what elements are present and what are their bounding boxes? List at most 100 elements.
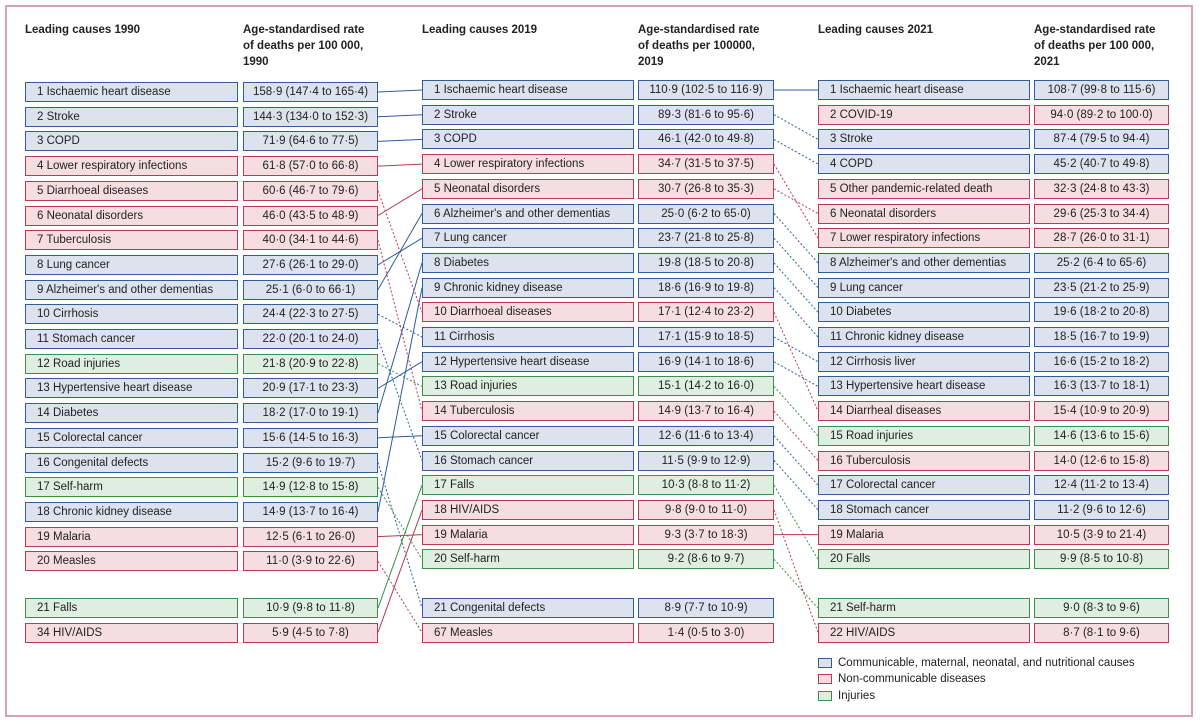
legend-swatch-ncd — [818, 674, 832, 684]
connector-neo-0-1 — [377, 188, 423, 216]
rate-box-2021-colo: 12·4 (11·2 to 13·4) — [1034, 475, 1169, 496]
cause-box-2019-lung: 7 Lung cancer — [422, 228, 634, 249]
rate-box-1990-neo: 46·0 (43·5 to 48·9) — [243, 205, 378, 226]
cause-box-1990-road: 12 Road injuries — [25, 353, 238, 374]
legend-label-cmnn: Communicable, maternal, neonatal, and nu… — [838, 657, 1135, 669]
connector-tb-1-2 — [773, 410, 819, 461]
rate-box-2021-road: 14·6 (13·6 to 15·6) — [1034, 425, 1169, 446]
cause-box-2019-copd: 3 COPD — [422, 129, 634, 150]
cause-box-1990-self: 17 Self-harm — [25, 477, 238, 498]
rate-box-1990-ihd: 158·9 (147·4 to 165·4) — [243, 82, 378, 102]
cause-box-2019-road: 13 Road injuries — [422, 376, 634, 397]
cause-box-2019-diarr: 10 Diarrhoeal diseases — [422, 302, 634, 323]
cause-box-2019-falls: 17 Falls — [422, 475, 634, 496]
rate-box-2019-cong: 8·9 (7·7 to 10·9) — [638, 598, 774, 618]
cause-box-2021-opr: 5 Other pandemic-related death — [818, 178, 1030, 199]
rate-box-1990-falls: 10·9 (9·8 to 11·8) — [243, 598, 378, 618]
connector-colo-1-2 — [773, 435, 819, 486]
connector-ihd-0-1 — [377, 89, 423, 93]
rate-box-2019-ihd: 110·9 (102·5 to 116·9) — [638, 80, 774, 100]
rate-box-2019-cirr: 17·1 (15·9 to 18·5) — [638, 327, 774, 347]
connector-self-1-2 — [773, 558, 819, 609]
rate-box-2019-hhd: 16·9 (14·1 to 18·6) — [638, 351, 774, 372]
connector-falls-1-2 — [773, 484, 819, 560]
connector-alz-1-2 — [773, 213, 819, 264]
cause-box-1990-hiv: 34 HIV/AIDS — [25, 622, 238, 643]
connector-neo-1-2 — [773, 188, 819, 214]
connector-road-1-2 — [773, 386, 819, 437]
cause-box-1990-diarr: 5 Diarrhoeal diseases — [25, 180, 238, 201]
rate-box-2021-stom: 11·2 (9·6 to 12·6) — [1034, 499, 1169, 520]
rate-box-2021-diab: 19·6 (18·2 to 20·8) — [1034, 302, 1169, 323]
rate-box-2019-neo: 30·7 (26·8 to 35·3) — [638, 178, 774, 199]
cause-box-2021-falls: 20 Falls — [818, 549, 1030, 570]
header-rate-1990-line1: Age-standardised rate — [243, 24, 365, 36]
cause-box-2019-mal: 19 Malaria — [422, 524, 634, 545]
cause-box-2021-stroke: 3 Stroke — [818, 129, 1030, 150]
cause-box-1990-lri: 4 Lower respiratory infections — [25, 156, 238, 177]
cause-box-2021-neo: 6 Neonatal disorders — [818, 203, 1030, 224]
rate-box-2019-diab: 19·8 (18·5 to 20·8) — [638, 252, 774, 273]
cause-box-2021-cirr: 12 Cirrhosis liver — [818, 351, 1030, 372]
legend-swatch-cmnn — [818, 658, 832, 668]
rate-box-2021-ihd: 108·7 (99·8 to 115·6) — [1034, 80, 1169, 100]
header-rate-2021-line2: of deaths per 100 000, — [1034, 40, 1155, 52]
rate-box-2019-diarr: 17·1 (12·4 to 23·2) — [638, 302, 774, 323]
cause-box-2021-hhd: 13 Hypertensive heart disease — [818, 376, 1030, 397]
figure-frame — [5, 5, 1193, 717]
rate-box-2019-colo: 12·6 (11·6 to 13·4) — [638, 425, 774, 446]
cause-box-1990-falls: 21 Falls — [25, 598, 238, 618]
connector-cirr-0-1 — [377, 313, 423, 338]
header-rate-1990-line2: of deaths per 100 000, — [243, 40, 364, 52]
cause-box-2021-ihd: 1 Ischaemic heart disease — [818, 80, 1030, 100]
connector-copd-0-1 — [377, 138, 423, 142]
header-causes-2019: Leading causes 2019 — [422, 24, 538, 36]
rate-box-1990-colo: 15·6 (14·5 to 16·3) — [243, 427, 378, 448]
rate-box-2019-ckd: 18·6 (16·9 to 19·8) — [638, 277, 774, 298]
rate-box-2021-diarr: 15·4 (10·9 to 20·9) — [1034, 401, 1169, 422]
connector-meas-0-1 — [377, 561, 423, 633]
connector-hhd-1-2 — [773, 361, 819, 387]
connector-hiv-0-1 — [377, 509, 423, 633]
rate-box-2019-mal: 9·3 (3·7 to 18·3) — [638, 524, 774, 545]
header-rate-1990-line3: 1990 — [243, 56, 269, 68]
rate-box-2021-copd: 45·2 (40·7 to 49·8) — [1034, 154, 1169, 175]
rate-box-2019-lri: 34·7 (31·5 to 37·5) — [638, 154, 774, 175]
cause-box-1990-stroke: 2 Stroke — [25, 106, 238, 127]
connector-mal-0-1 — [377, 534, 423, 538]
connector-stroke-0-1 — [377, 114, 423, 118]
cause-box-2021-diarr: 14 Diarrheal diseases — [818, 401, 1030, 422]
cause-box-1990-stom: 11 Stomach cancer — [25, 329, 238, 349]
rate-box-1990-hiv: 5·9 (4·5 to 7·8) — [243, 622, 378, 643]
cause-box-1990-ckd: 18 Chronic kidney disease — [25, 501, 238, 522]
cause-box-2021-copd: 4 COPD — [818, 154, 1030, 175]
connector-diab-0-1 — [377, 262, 423, 414]
cause-box-2021-covid: 2 COVID-19 — [818, 104, 1030, 125]
connector-hhd-0-1 — [377, 361, 423, 389]
header-rate-2019: Age-standardised rate of deaths per 1000… — [638, 22, 759, 70]
header-causes-1990: Leading causes 1990 — [25, 24, 141, 36]
rate-box-2019-road: 15·1 (14·2 to 16·0) — [638, 376, 774, 397]
cause-box-2021-stom: 18 Stomach cancer — [818, 499, 1030, 520]
rate-box-1990-lung: 27·6 (26·1 to 29·0) — [243, 254, 378, 275]
legend-label-injuries: Injuries — [838, 690, 876, 702]
connector-diarr-1-2 — [773, 312, 819, 412]
cause-box-1990-neo: 6 Neonatal disorders — [25, 205, 238, 226]
connector-lri-0-1 — [377, 163, 423, 167]
rate-box-2021-stroke: 87·4 (79·5 to 94·4) — [1034, 129, 1169, 150]
cause-box-2019-stom: 16 Stomach cancer — [422, 450, 634, 471]
cause-box-2019-cirr: 11 Cirrhosis — [422, 327, 634, 347]
rate-box-2021-falls: 9·9 (8·5 to 10·8) — [1034, 549, 1169, 570]
cause-box-1990-tb: 7 Tuberculosis — [25, 230, 238, 251]
rate-box-1990-diarr: 60·6 (46·7 to 79·6) — [243, 180, 378, 201]
rate-box-2021-neo: 29·6 (25·3 to 34·4) — [1034, 203, 1169, 224]
cause-box-1990-colo: 15 Colorectal cancer — [25, 427, 238, 448]
cause-box-2019-ckd: 9 Chronic kidney disease — [422, 277, 634, 298]
rate-box-2019-self: 9·2 (8·6 to 9·7) — [638, 549, 774, 570]
rate-box-1990-meas: 11·0 (3·9 to 22·6) — [243, 551, 378, 572]
rate-box-2019-tb: 14·9 (13·7 to 16·4) — [638, 401, 774, 422]
header-causes-2021: Leading causes 2021 — [818, 24, 934, 36]
header-rate-2021: Age-standardised rate of deaths per 100 … — [1034, 22, 1155, 70]
connector-colo-0-1 — [377, 435, 423, 439]
header-rate-1990: Age-standardised rate of deaths per 100 … — [243, 22, 364, 70]
